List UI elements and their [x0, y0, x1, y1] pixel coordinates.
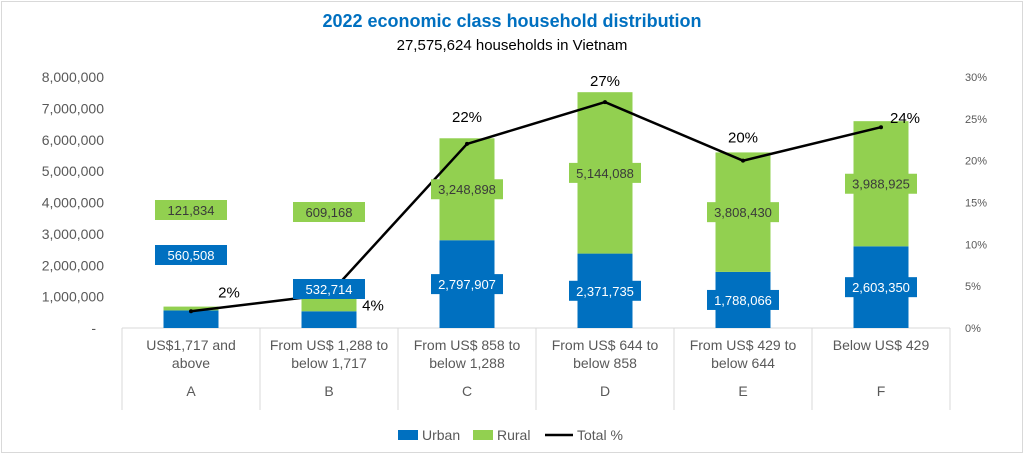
category-letter: D: [600, 383, 610, 399]
y-left-tick-label: -: [91, 320, 96, 336]
category-label: From US$ 644 to: [552, 337, 659, 353]
urban-data-label: 532,714: [306, 282, 353, 297]
category-label: Below US$ 429: [833, 337, 930, 353]
y-left-tick-label: 8,000,000: [42, 69, 104, 85]
category-label: below 1,288: [429, 355, 505, 371]
urban-label-box: [707, 289, 779, 310]
legend-total-label: Total %: [577, 427, 623, 443]
category-letter: C: [462, 383, 472, 399]
category-letter: F: [877, 383, 886, 399]
y-left-tick-label: 7,000,000: [42, 100, 104, 116]
total-percent-point: [741, 158, 745, 163]
y-left-tick-label: 3,000,000: [42, 226, 104, 242]
category-letter: B: [324, 383, 333, 399]
urban-data-label: 2,603,350: [852, 280, 910, 295]
total-percent-point: [603, 100, 607, 105]
rural-label-box: [431, 179, 503, 200]
bar-rural: [163, 306, 219, 311]
rural-label-box: [155, 200, 227, 220]
total-percent-point: [879, 125, 883, 130]
category-label: below 858: [573, 355, 637, 371]
urban-data-label: 2,797,907: [438, 277, 496, 292]
y-right-tick-label: 0%: [965, 323, 981, 335]
urban-label-box: [155, 245, 227, 265]
urban-label-box: [845, 277, 917, 298]
total-percent-point: [189, 309, 193, 314]
chart-subtitle: 27,575,624 households in Vietnam: [397, 37, 628, 54]
category-letter: A: [186, 383, 196, 399]
rural-label-box: [569, 162, 641, 183]
total-percent-label: 24%: [890, 110, 920, 127]
y-right-tick-label: 10%: [965, 239, 987, 251]
rural-label-box: [293, 202, 365, 222]
rural-label-box: [845, 173, 917, 194]
y-left-tick-label: 2,000,000: [42, 257, 104, 273]
total-percent-label: 27%: [590, 73, 620, 90]
category-label: From US$ 858 to: [414, 337, 521, 353]
bar-urban: [163, 310, 219, 328]
urban-data-label: 2,371,735: [576, 284, 634, 299]
category-letter: E: [738, 383, 747, 399]
category-label: US$1,717 and: [146, 337, 236, 353]
urban-label-box: [431, 274, 503, 295]
y-left-tick-label: 1,000,000: [42, 289, 104, 305]
chart-title: 2022 economic class household distributi…: [322, 11, 701, 31]
y-left-tick-label: 5,000,000: [42, 163, 104, 179]
y-right-tick-label: 15%: [965, 198, 987, 210]
bar-urban: [301, 311, 357, 328]
legend-rural-swatch: [473, 430, 493, 440]
rural-data-label: 609,168: [306, 205, 353, 220]
legend-rural-label: Rural: [497, 427, 530, 443]
y-left-tick-label: 6,000,000: [42, 132, 104, 148]
total-percent-label: 4%: [362, 298, 384, 315]
urban-data-label: 560,508: [168, 248, 215, 263]
rural-data-label: 5,144,088: [576, 166, 634, 181]
y-right-tick-label: 20%: [965, 156, 987, 168]
total-percent-point: [465, 141, 469, 146]
category-label: From US$ 429 to: [690, 337, 797, 353]
legend-urban-label: Urban: [422, 427, 460, 443]
legend-urban-swatch: [398, 430, 418, 440]
y-right-tick-label: 5%: [965, 281, 981, 293]
y-left-tick-label: 4,000,000: [42, 195, 104, 211]
total-percent-label: 2%: [218, 284, 240, 301]
category-label: below 1,717: [291, 355, 367, 371]
category-label: below 644: [711, 355, 775, 371]
urban-data-label: 1,788,066: [714, 293, 772, 308]
urban-label-box: [293, 279, 365, 299]
category-label: above: [172, 355, 210, 371]
total-percent-label: 20%: [728, 130, 758, 147]
urban-label-box: [569, 280, 641, 301]
rural-data-label: 3,808,430: [714, 205, 772, 220]
rural-data-label: 121,834: [168, 203, 215, 218]
total-percent-label: 22%: [452, 109, 482, 126]
rural-data-label: 3,988,925: [852, 177, 910, 192]
y-right-tick-label: 30%: [965, 72, 987, 84]
rural-label-box: [707, 202, 779, 223]
category-label: From US$ 1,288 to: [270, 337, 388, 353]
rural-data-label: 3,248,898: [438, 182, 496, 197]
y-right-tick-label: 25%: [965, 114, 987, 126]
